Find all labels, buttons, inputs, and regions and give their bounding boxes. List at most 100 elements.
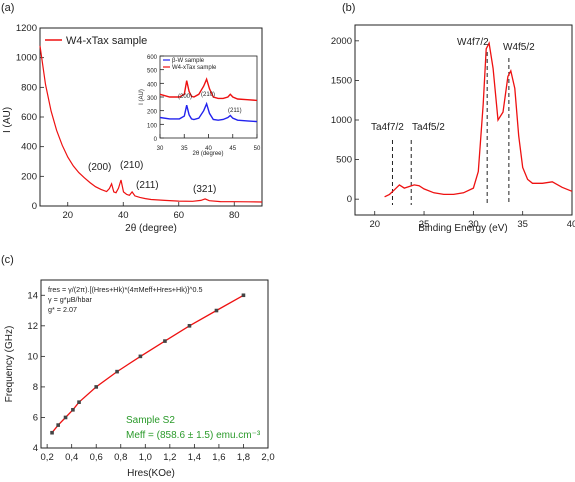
panel-c-x-tick-label: 0,2 [41,452,54,463]
inset-x-ticks: 30 35 40 45 50 [157,134,261,152]
data-point [94,385,99,389]
panel-a-x-tick-label: 80 [229,210,240,221]
panel-a-y-tick-label: 400 [21,142,37,153]
inset-x-label: 2θ (degree) [192,151,223,157]
equation-line-2: γ = g*μB/hbar [48,295,93,304]
panel-a-y-tick-label: 1200 [16,23,37,34]
panel-c-letter: (c) [1,254,14,266]
inset-x-tick-label: 30 [157,146,164,152]
peak-label-200: (200) [88,162,111,173]
w4f72-label: W4f7/2 [457,37,489,48]
inset-y-label: I (AU) [139,89,145,105]
panel-b-y-tick-label: 500 [336,155,352,166]
panel-c-fit-line [51,294,244,434]
inset-peak-200: (200) [178,94,192,100]
panel-c-x-tick-label: 1,6 [212,452,225,463]
panel-c-y-tick-label: 10 [27,351,38,362]
panel-a-legend: W4-xTax sample [45,35,147,47]
panel-b-y-tick-label: 2000 [331,36,352,47]
inset-y-tick-label: 0 [154,137,158,143]
inset-legend-tax: W4-xTax sample [172,65,217,71]
ta4f72-label: Ta4f7/2 [371,122,404,133]
panel-c-y-ticks: 4 6 8 10 12 14 [27,290,45,454]
panel-a-x-tick-label: 20 [62,210,73,221]
panel-a-legend-label: W4-xTax sample [66,35,147,47]
panel-a-y-tick-label: 200 [21,171,37,182]
panel-c-x-tick-label: 0,6 [90,452,103,463]
panel-c-frame [40,279,269,449]
peak-label-321: (321) [193,184,216,195]
panel-a-x-tick-label: 40 [118,210,129,221]
panel-c-x-tick-label: 1,4 [188,452,201,463]
panel-c-y-tick-label: 14 [27,290,38,301]
panel-a-x-label: 2θ (degree) [125,223,177,234]
inset-x-tick-label: 35 [181,146,188,152]
panel-c-x-label: Hres(KOe) [127,468,175,479]
data-point [163,339,167,343]
peak-label-211: (211) [136,180,159,191]
equation-line-3: g* = 2.07 [48,305,77,314]
equation-line-1: fres = γ/(2π).[(Hres+Hk)*(4πMeff+Hres+Hk… [48,285,203,294]
panel-a-y-ticks: 0 200 400 600 800 1000 1200 [16,23,44,212]
panel-b-x-tick-label: 30 [468,219,479,230]
inset-y-tick-label: 200 [147,110,158,116]
inset-y-ticks: 0 100 200 300 400 500 600 [147,55,164,143]
sample-label: Sample S2 [126,415,175,426]
data-point [77,400,81,404]
inset-y-tick-label: 400 [147,82,158,88]
inset-legend-beta: β-W sample [172,58,205,64]
panel-b-y-tick-label: 0 [347,194,352,205]
panel-c-x-tick-label: 0,8 [114,452,127,463]
peak-label-210: (210) [120,160,143,171]
panel-a-y-label: I (AU) [2,107,13,133]
data-point [115,369,119,374]
inset-y-tick-label: 300 [147,96,158,102]
panel-c-y-tick-label: 4 [33,443,38,454]
panel-b-frame [354,24,573,216]
inset-peak-210: (210) [201,92,215,98]
panel-c-data-points [50,293,246,435]
panel-b-x-ticks: 20 25 30 35 40 [369,211,575,230]
panel-a-y-tick-label: 800 [21,82,37,93]
ta4f52-label: Ta4f5/2 [412,122,445,133]
panel-b-x-tick-label: 25 [419,219,430,230]
data-point [71,408,75,412]
inset-y-tick-label: 100 [147,123,158,129]
panel-b-reference-lines [391,52,510,205]
panel-a-x-tick-label: 60 [173,210,184,221]
panel-c-x-tick-label: 1,2 [163,452,176,463]
panel-c-x-tick-label: 2,0 [261,452,274,463]
panel-c-x-tick-label: 0,4 [65,452,78,463]
data-point [138,354,143,359]
panel-b-x-tick-label: 40 [567,219,575,230]
panel-c-y-tick-label: 8 [33,382,38,393]
data-point [63,415,68,420]
panel-a-y-tick-label: 1000 [16,53,37,64]
panel-b-x-tick-label: 35 [517,219,528,230]
inset-beta-w-line [159,101,258,123]
panel-a-y-tick-label: 600 [21,112,37,123]
data-point [214,308,219,313]
inset-x-tick-label: 45 [229,146,236,152]
panel-c: (c) 4 6 8 10 12 14 0,2 0,4 0,6 0,8 1,0 1,2 1,4 1,6 1,… [1,254,275,479]
panel-c-y-label: Frequency (GHz) [4,326,15,403]
panel-b-series-line [384,41,573,198]
panel-a-series-line [39,45,263,203]
panel-b-y-ticks: 0 500 1000 1500 2000 [331,36,359,205]
inset-w4-tax-line [159,77,258,102]
panel-c-x-tick-label: 1,0 [139,452,152,463]
data-point [241,293,246,298]
panel-b-letter: (b) [342,2,355,14]
panel-a-inset: 0 100 200 300 400 500 600 30 35 40 45 50 I (AU) 2θ… [139,55,261,157]
data-point [50,430,54,435]
data-point [187,324,192,328]
panel-b-y-tick-label: 1000 [331,115,352,126]
meff-label: Meff = (858.6 ± 1.5) emu.cm⁻³ [126,430,261,441]
panel-c-y-tick-label: 12 [27,321,38,332]
inset-x-tick-label: 40 [205,146,212,152]
inset-y-tick-label: 600 [147,55,158,61]
panel-c-x-ticks: 0,2 0,4 0,6 0,8 1,0 1,2 1,4 1,6 1,8 2,0 [41,444,275,463]
inset-peak-211: (211) [228,108,242,114]
